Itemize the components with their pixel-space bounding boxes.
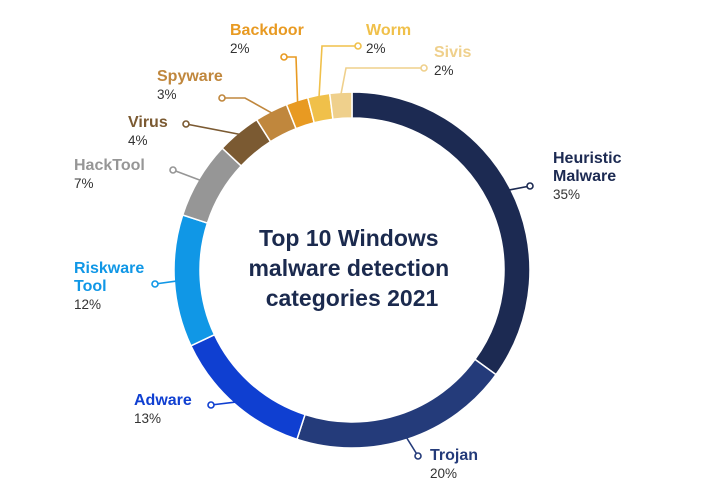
slice-hacktool	[181, 147, 243, 224]
value-virus: 4%	[128, 133, 148, 148]
leader-dot-sivis	[420, 64, 428, 72]
value-heuristic-malware: 35%	[553, 187, 580, 202]
leader-dot-adware	[207, 401, 215, 409]
leader-dot-trojan	[414, 452, 422, 460]
value-hacktool: 7%	[74, 176, 94, 191]
label-sivis: Sivis	[434, 44, 471, 61]
value-spyware: 3%	[157, 87, 177, 102]
leader-worm	[318, 45, 358, 98]
leader-hacktool	[172, 169, 201, 182]
leader-dot-virus	[182, 120, 190, 128]
label-riskware-tool-line-2: Tool	[74, 278, 107, 295]
label-backdoor: Backdoor	[230, 22, 304, 39]
leader-dot-riskware-tool	[151, 280, 159, 288]
value-backdoor: 2%	[230, 41, 250, 56]
slice-riskware-tool	[173, 214, 216, 347]
leader-lines	[151, 42, 534, 460]
label-adware: Adware	[134, 392, 192, 409]
chart-title-line-2: malware detection	[248, 255, 449, 281]
slice-adware	[189, 333, 306, 441]
label-heuristic-malware-line-1: Heuristic	[553, 150, 622, 167]
label-hacktool: HackTool	[74, 157, 145, 174]
label-riskware-tool-line-1: Riskware	[74, 260, 144, 277]
leader-dot-backdoor	[280, 53, 288, 61]
chart-title-line-3: categories 2021	[266, 285, 439, 311]
leader-dot-worm	[354, 42, 362, 50]
slice-trojan	[296, 358, 498, 449]
value-riskware-tool: 12%	[74, 297, 101, 312]
label-virus: Virus	[128, 114, 168, 131]
leader-dot-spyware	[218, 94, 226, 102]
label-spyware: Spyware	[157, 68, 223, 85]
leader-spyware	[222, 97, 273, 114]
leader-sivis	[340, 67, 424, 95]
leader-virus	[185, 123, 240, 136]
value-adware: 13%	[134, 411, 161, 426]
value-trojan: 20%	[430, 466, 457, 481]
slice-sivis	[328, 91, 353, 121]
label-heuristic-malware-line-2: Malware	[553, 168, 616, 185]
leader-dot-heuristic-malware	[526, 182, 534, 190]
chart-title-line-1: Top 10 Windows	[259, 225, 439, 251]
leader-dot-hacktool	[169, 166, 177, 174]
label-trojan: Trojan	[430, 447, 478, 464]
chart-title: Top 10 Windows malware detection categor…	[248, 225, 455, 311]
leader-backdoor	[284, 56, 299, 103]
donut-slices	[173, 91, 531, 449]
label-worm: Worm	[366, 22, 411, 39]
leader-adware	[210, 401, 236, 406]
value-worm: 2%	[366, 41, 386, 56]
value-sivis: 2%	[434, 63, 454, 78]
